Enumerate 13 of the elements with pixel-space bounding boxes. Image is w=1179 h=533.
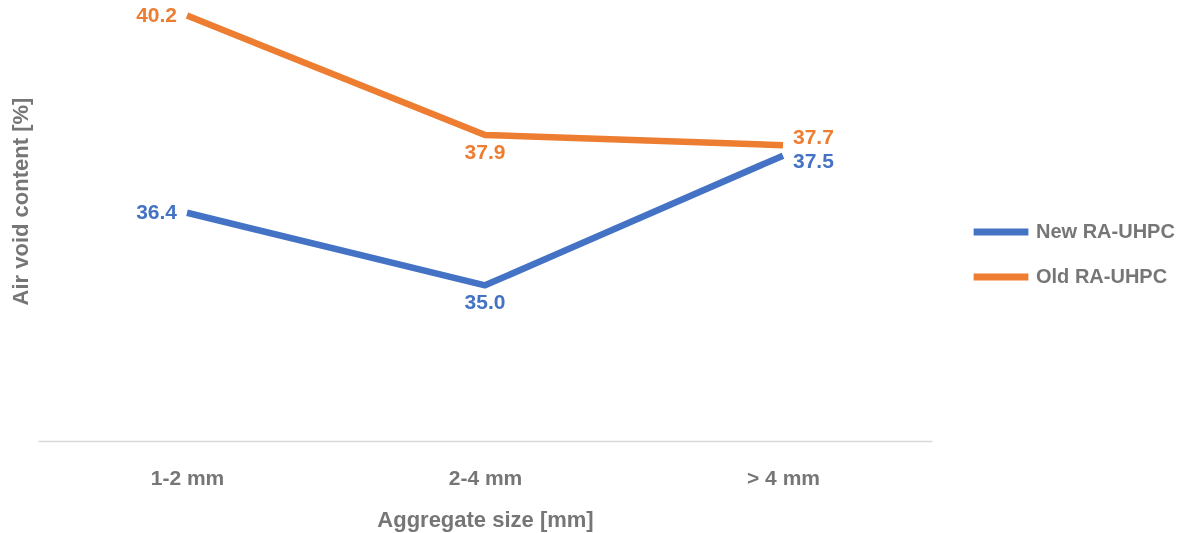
data-label: 37.7 — [793, 125, 834, 149]
data-label: 36.4 — [136, 199, 178, 223]
data-label: 37.5 — [793, 149, 835, 173]
x-tick-label: > 4 mm — [747, 465, 820, 489]
x-axis-title: Aggregate size [mm] — [377, 506, 594, 532]
y-axis-title: Air void content [%] — [7, 97, 33, 306]
data-label: 37.9 — [464, 139, 506, 163]
x-tick-label: 1-2 mm — [150, 465, 225, 489]
legend-label: Old RA-UHPC — [1036, 265, 1168, 287]
data-label: 35.0 — [464, 290, 506, 314]
legend-label: New RA-UHPC — [1036, 220, 1175, 242]
x-tick-label: 2-4 mm — [448, 465, 523, 489]
data-label: 40.2 — [136, 2, 177, 26]
